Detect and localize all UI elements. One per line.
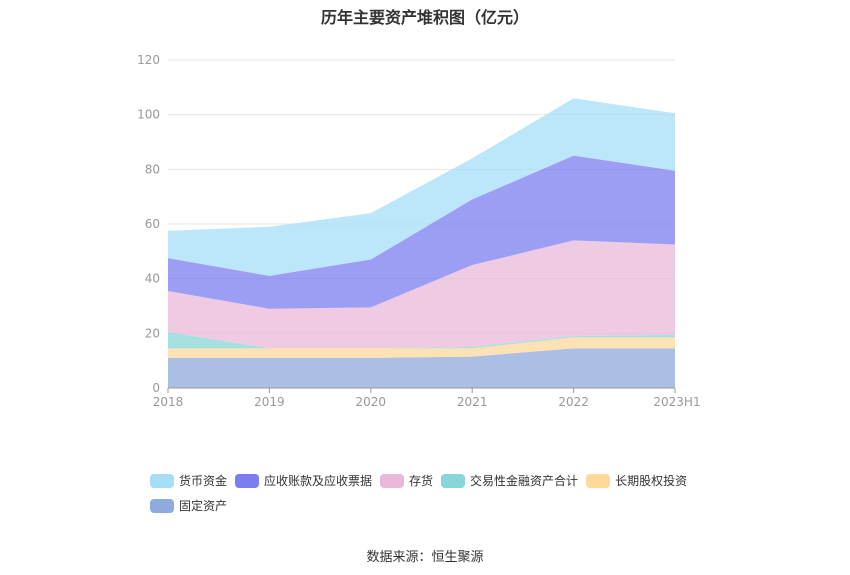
x-tick-label: 2018: [153, 395, 184, 409]
y-tick-label: 40: [145, 272, 160, 286]
area-series-5: [168, 98, 675, 276]
area-series-1: [168, 337, 675, 358]
legend-label: 存货: [409, 474, 434, 488]
legend-label: 固定资产: [179, 499, 228, 513]
x-tick-label: 2022: [558, 395, 589, 409]
x-tick-label: 2021: [457, 395, 488, 409]
legend-label: 货币资金: [179, 474, 228, 488]
area-series-0: [168, 348, 675, 388]
legend: 货币资金 应收账款及应收票据 存货 交易性金融资产合计 长期股权投资固定资产: [150, 472, 730, 522]
legend-item[interactable]: 固定资产: [150, 497, 227, 514]
chart-title: 历年主要资产堆积图（亿元）: [320, 8, 529, 27]
legend-swatch: [150, 473, 174, 488]
area-series-3: [168, 240, 675, 349]
x-tick-label: 2023H1: [653, 395, 700, 409]
legend-swatch: [150, 498, 174, 513]
legend-item[interactable]: 应收账款及应收票据: [235, 472, 372, 489]
legend-swatch: [586, 473, 611, 488]
series-areas: [168, 98, 675, 388]
legend-item[interactable]: 长期股权投资: [586, 472, 687, 489]
y-tick-label: 0: [152, 381, 160, 395]
stacked-area-chart: 0 20 40 60 80 100 120 2018 2019 2020 2021 2022 2023H…: [137, 53, 701, 409]
data-source: 数据来源：恒生聚源: [366, 550, 484, 565]
y-tick-label: 60: [145, 217, 160, 231]
legend-item[interactable]: 货币资金: [150, 472, 227, 489]
legend-label: 应收账款及应收票据: [264, 474, 373, 488]
legend-swatch: [380, 473, 405, 488]
legend-swatch: [235, 473, 260, 488]
axes: 0 20 40 60 80 100 120 2018 2019 2020 2021 2022 2023H…: [137, 53, 701, 409]
x-tick-label: 2020: [356, 395, 387, 409]
y-tick-label: 20: [145, 326, 160, 340]
y-tick-label: 80: [145, 162, 160, 176]
y-tick-label: 100: [137, 108, 160, 122]
legend-item[interactable]: 存货: [380, 472, 433, 489]
legend-swatch: [441, 473, 466, 488]
y-tick-label: 120: [137, 53, 160, 67]
legend-label: 长期股权投资: [615, 474, 688, 488]
area-series-2: [168, 331, 675, 349]
legend-item[interactable]: 交易性金融资产合计: [441, 472, 578, 489]
legend-label: 交易性金融资产合计: [470, 474, 579, 488]
area-series-4: [168, 155, 675, 309]
x-tick-label: 2019: [254, 395, 285, 409]
